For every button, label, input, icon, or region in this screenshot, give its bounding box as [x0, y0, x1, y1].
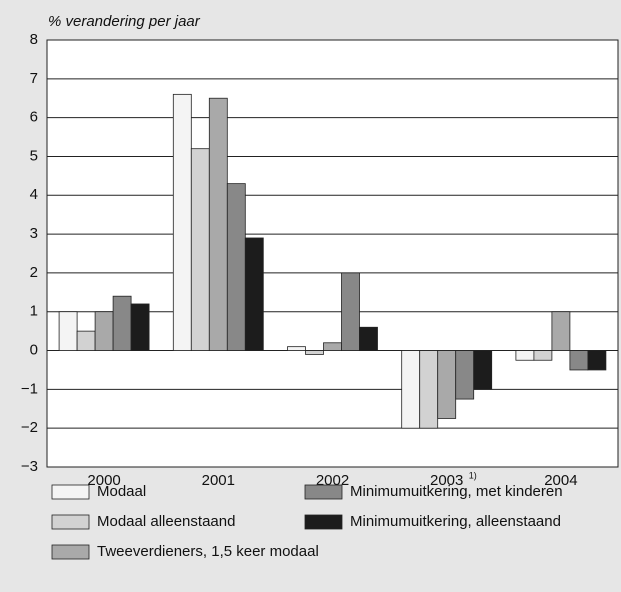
- y-tick-label: 2: [30, 264, 38, 281]
- bar: [515, 350, 535, 361]
- y-tick-label: 7: [30, 70, 38, 87]
- bar: [172, 93, 192, 351]
- bar: [359, 326, 378, 351]
- bar: [551, 311, 571, 351]
- y-tick-label: 0: [30, 342, 38, 359]
- legend-label: Minimumuitkering, met kinderen: [350, 483, 563, 500]
- y-tick-label: −3: [21, 458, 38, 475]
- bar: [305, 350, 324, 355]
- x-tick-label: 2004: [544, 472, 577, 489]
- plot-area: [46, 39, 619, 468]
- bar: [533, 350, 553, 361]
- bar: [94, 311, 114, 351]
- legend-swatch: [51, 484, 90, 500]
- bar: [112, 295, 132, 351]
- legend-swatch: [304, 514, 343, 530]
- x-tick-label: 2000: [87, 472, 120, 489]
- bar: [437, 350, 457, 419]
- bar: [455, 350, 475, 400]
- legend-swatch: [304, 484, 343, 500]
- x-tick-label: 2003: [430, 472, 463, 489]
- bar: [208, 97, 228, 351]
- legend-label: Modaal alleenstaand: [97, 513, 235, 530]
- y-axis-label: % verandering per jaar: [48, 13, 201, 30]
- y-tick-label: 4: [30, 186, 38, 203]
- bar: [569, 350, 589, 371]
- bar: [287, 346, 306, 351]
- y-tick-label: −1: [21, 380, 38, 397]
- bar: [341, 272, 360, 351]
- bar: [130, 303, 150, 351]
- y-tick-label: −2: [21, 419, 38, 436]
- bar: [587, 350, 607, 371]
- bar: [473, 350, 493, 390]
- footnote-mark: 1): [469, 470, 477, 480]
- y-tick-label: 8: [30, 31, 38, 48]
- bar: [190, 148, 210, 351]
- bar: [401, 350, 421, 429]
- legend-label: Tweeverdieners, 1,5 keer modaal: [97, 543, 319, 560]
- legend-label: Modaal: [97, 483, 146, 500]
- bar: [244, 237, 264, 351]
- x-tick-label: 2001: [202, 472, 235, 489]
- y-tick-label: 6: [30, 109, 38, 126]
- bar: [419, 350, 439, 429]
- bar: [323, 342, 342, 351]
- y-tick-label: 3: [30, 225, 38, 242]
- bar: [58, 311, 78, 351]
- bar: [76, 330, 96, 351]
- legend-swatch: [51, 514, 90, 530]
- y-tick-label: 1: [30, 303, 38, 320]
- legend-swatch: [51, 544, 90, 560]
- legend-label: Minimumuitkering, alleenstaand: [350, 513, 561, 530]
- y-tick-label: 5: [30, 147, 38, 164]
- bar: [226, 183, 246, 351]
